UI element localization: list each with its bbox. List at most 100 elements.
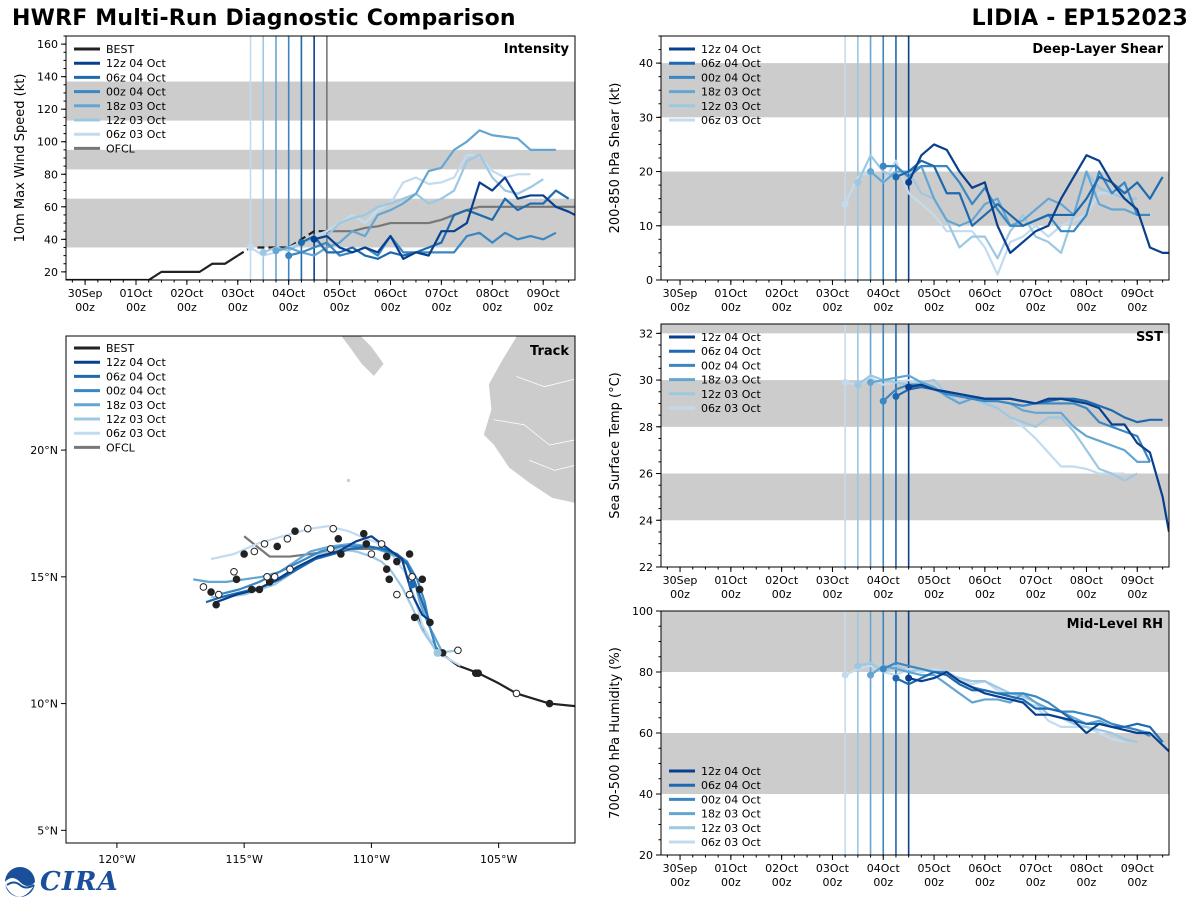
legend-label-best: BEST	[106, 342, 134, 355]
init-marker-12z-03-oct	[433, 648, 442, 657]
series-line-12z-04-oct	[908, 670, 1169, 753]
x-tick-label: 01Oct	[714, 287, 748, 300]
x-tick-label: 00z	[772, 301, 792, 314]
legend-label-06z-04-oct: 06z 04 Oct	[106, 370, 166, 383]
y-tick-label: 40	[639, 57, 653, 70]
page-title: HWRF Multi-Run Diagnostic Comparison	[12, 6, 516, 31]
init-marker-00z-04-oct	[879, 162, 887, 170]
x-tick-label: 07Oct	[1019, 287, 1053, 300]
series-line-00z-04-oct	[883, 165, 1150, 233]
track-line-06z-04-oct	[205, 545, 431, 623]
x-tick-label: 00z	[975, 301, 995, 314]
axes-frame	[660, 323, 1170, 568]
track-line-best	[416, 614, 575, 708]
x-tick-label: 00z	[721, 301, 741, 314]
forecast-marker	[471, 669, 480, 677]
x-tick-label: 00z	[482, 301, 502, 314]
x-tick-label: 01Oct	[714, 862, 748, 875]
x-tick-label: 00z	[279, 301, 299, 314]
x-tick-label: 00z	[1077, 301, 1097, 314]
forecast-marker	[260, 540, 269, 548]
y-tick-label: 40	[44, 233, 58, 246]
forecast-marker	[326, 545, 335, 553]
x-tick-label: 03Oct	[221, 287, 255, 300]
panel-title: SST	[1136, 330, 1163, 345]
plot-area-rh	[661, 611, 1169, 855]
y-tick-label: 20	[639, 849, 653, 862]
init-marker-12z-03-oct	[854, 381, 862, 389]
y-tick-label: 32	[639, 327, 653, 340]
forecast-marker	[415, 585, 424, 594]
legend-label-06z-04-oct: 06z 04 Oct	[701, 779, 761, 792]
init-marker-06z-03-oct	[841, 378, 849, 386]
y-axis-label: 10m Max Wind Speed (kt)	[13, 74, 28, 243]
forecast-marker	[418, 575, 427, 584]
legend-label-12z-04-oct: 12z 04 Oct	[701, 765, 761, 778]
x-tick-label: 08Oct	[1070, 287, 1104, 300]
forecast-marker	[329, 524, 338, 533]
y-tick-label: 24	[639, 514, 653, 527]
forecast-marker	[393, 590, 401, 599]
forecast-marker	[382, 552, 391, 561]
x-tick-label: 30Sep	[68, 287, 103, 300]
storm-id: LIDIA - EP152023	[971, 6, 1188, 31]
x-tick-label: 00z	[330, 301, 350, 314]
forecast-marker	[263, 573, 271, 581]
y-tick-label: 28	[639, 421, 653, 434]
series-line-12z-03-oct	[857, 374, 1138, 482]
x-tick-label: 00z	[823, 301, 843, 314]
y-tick-label: 120	[37, 103, 58, 116]
series-line-00z-04-oct	[882, 661, 1151, 738]
series-line-18z-03-oct	[275, 129, 556, 257]
y-axis-label: 700-500 hPa Humidity (%)	[608, 647, 623, 819]
land-baja	[340, 336, 385, 378]
x-tick-label: 04Oct	[867, 287, 901, 300]
forecast-marker	[283, 535, 292, 543]
x-tick-label: 00z	[924, 876, 944, 889]
legend-label-12z-04-oct: 12z 04 Oct	[106, 57, 166, 70]
legend-label-12z-03-oct: 12z 03 Oct	[701, 822, 761, 835]
shade-band-1	[66, 149, 575, 170]
x-tick-label: 115°W	[225, 853, 262, 866]
y-tick-label: 0	[646, 274, 653, 287]
panel-shear: 01020304030Sep00z01Oct00z02Oct00z03Oct00…	[608, 35, 1170, 314]
forecast-marker	[230, 567, 238, 576]
legend-label-ofcl: OFCL	[106, 142, 136, 155]
x-tick-label: 110°W	[353, 853, 390, 866]
init-marker-12z-03-oct	[854, 662, 862, 670]
x-tick-label: 08Oct	[1070, 574, 1104, 587]
shade-band-2	[661, 324, 1169, 334]
forecast-marker	[255, 585, 264, 594]
y-tick-label: 60	[44, 201, 58, 214]
x-tick-label: 06Oct	[968, 862, 1002, 875]
x-tick-label: 03Oct	[816, 862, 850, 875]
y-axis-label: Sea Surface Temp (°C)	[608, 372, 623, 519]
x-tick-label: 00z	[177, 301, 197, 314]
island	[346, 478, 351, 483]
x-tick-label: 00z	[823, 876, 843, 889]
x-tick-label: 00z	[721, 588, 741, 601]
x-tick-label: 06Oct	[374, 287, 408, 300]
legend-label-12z-03-oct: 12z 03 Oct	[701, 388, 761, 401]
x-tick-label: 00z	[670, 876, 690, 889]
map-area	[193, 336, 575, 708]
legend-label-00z-04-oct: 00z 04 Oct	[701, 359, 761, 372]
series-line-06z-04-oct	[895, 670, 1164, 743]
x-tick-label: 05Oct	[323, 287, 357, 300]
legend-label-06z-04-oct: 06z 04 Oct	[106, 71, 166, 84]
y-tick-label: 100	[37, 136, 58, 149]
init-marker-00z-04-oct	[879, 665, 887, 673]
init-marker-06z-04-oct	[892, 674, 900, 682]
shade-band-0	[661, 733, 1169, 794]
forecast-marker	[250, 547, 259, 556]
x-tick-label: 00z	[1127, 588, 1147, 601]
forecast-marker	[337, 550, 345, 558]
forecast-marker	[334, 535, 343, 543]
x-tick-label: 00z	[75, 301, 95, 314]
x-tick-label: 00z	[823, 588, 843, 601]
y-tick-label: 26	[639, 468, 653, 481]
shade-band-2	[66, 81, 575, 121]
x-tick-label: 07Oct	[1019, 862, 1053, 875]
series-line-12z-04-oct	[313, 176, 575, 260]
x-tick-label: 06Oct	[968, 287, 1002, 300]
